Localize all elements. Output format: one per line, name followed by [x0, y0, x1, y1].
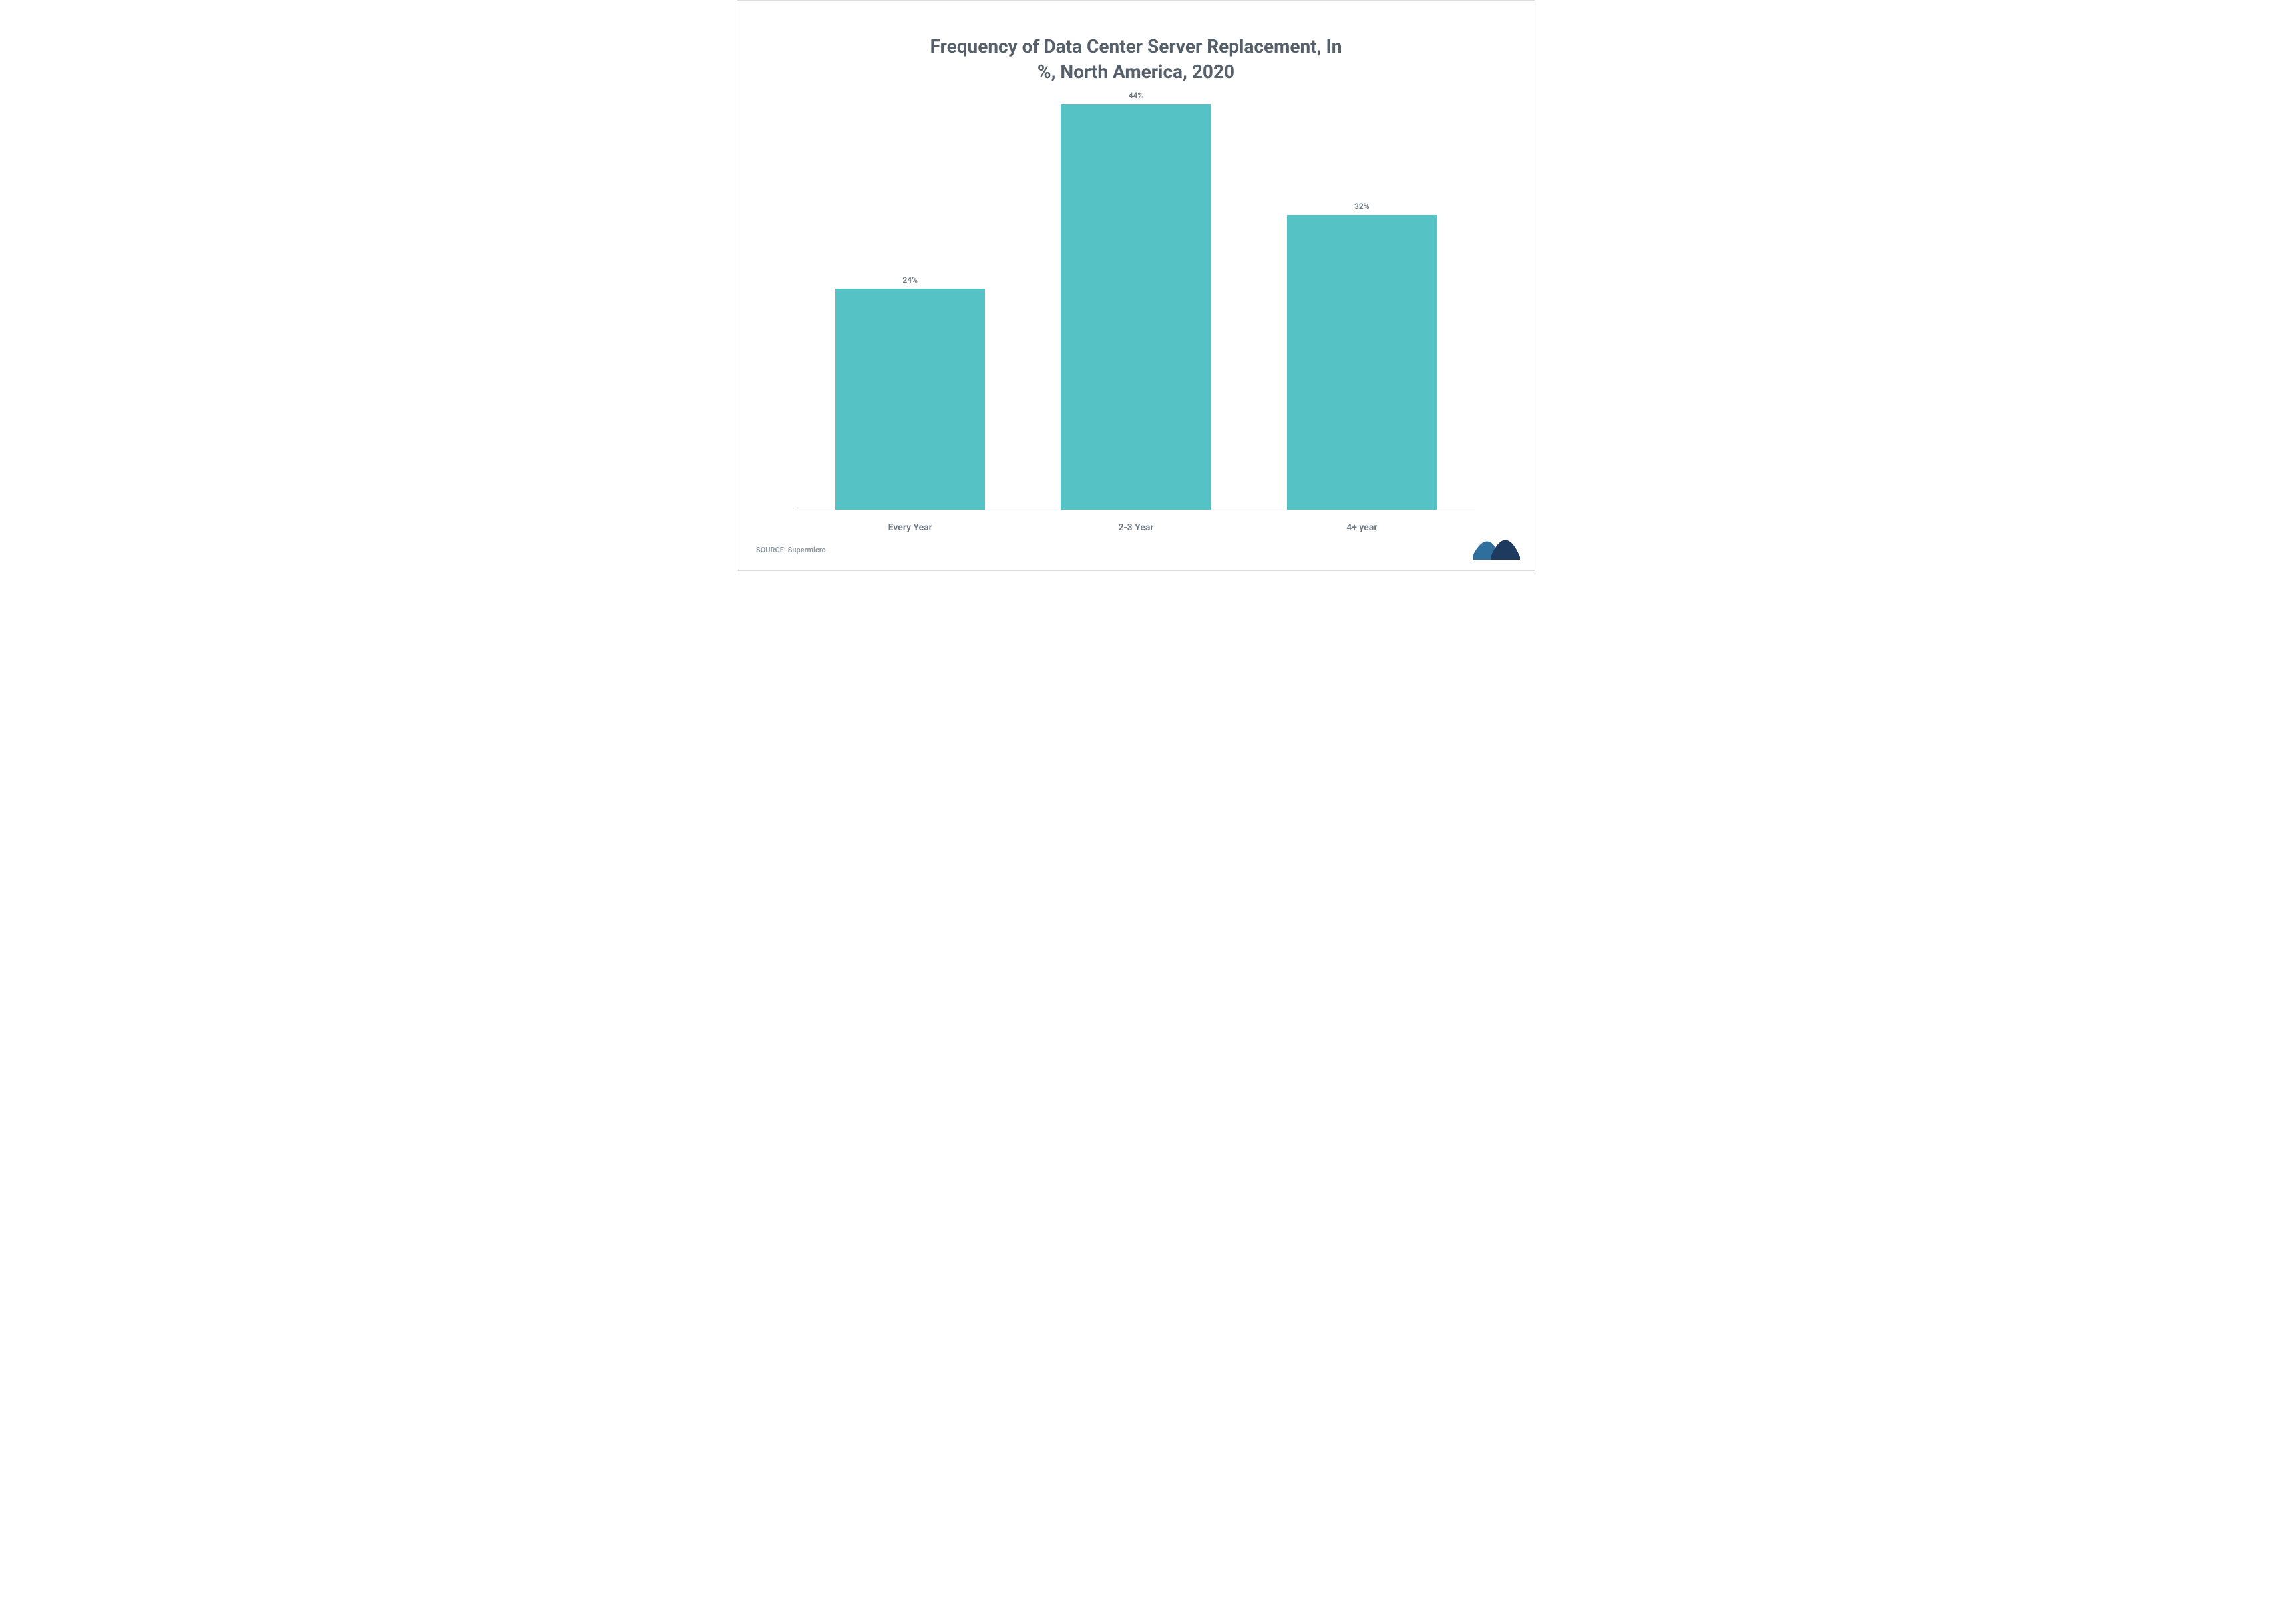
source-attribution: SOURCE: Supermicro [756, 546, 826, 554]
brand-logo [1473, 528, 1520, 560]
category-label: Every Year [797, 522, 1023, 533]
plot-area: 24% 44% 32% Every Year2-3 Year4+ year [797, 84, 1475, 550]
bars-container: 24% 44% 32% [797, 104, 1475, 510]
category-labels: Every Year2-3 Year4+ year [797, 510, 1475, 550]
bar-value-label: 44% [1129, 91, 1144, 100]
bar-value-label: 24% [902, 275, 918, 285]
bar-slot: 32% [1249, 104, 1475, 510]
bar: 44% [1061, 104, 1211, 510]
bar: 24% [835, 289, 985, 510]
bar-slot: 24% [797, 104, 1023, 510]
bar-value-label: 32% [1354, 202, 1370, 211]
logo-wave-front-icon [1491, 540, 1520, 560]
chart-frame: Frequency of Data Center Server Replacem… [737, 0, 1535, 571]
bar: 32% [1287, 215, 1437, 510]
chart-title: Frequency of Data Center Server Replacem… [930, 34, 1342, 84]
category-label: 2-3 Year [1023, 522, 1248, 533]
bar-slot: 44% [1023, 104, 1248, 510]
category-label: 4+ year [1249, 522, 1475, 533]
